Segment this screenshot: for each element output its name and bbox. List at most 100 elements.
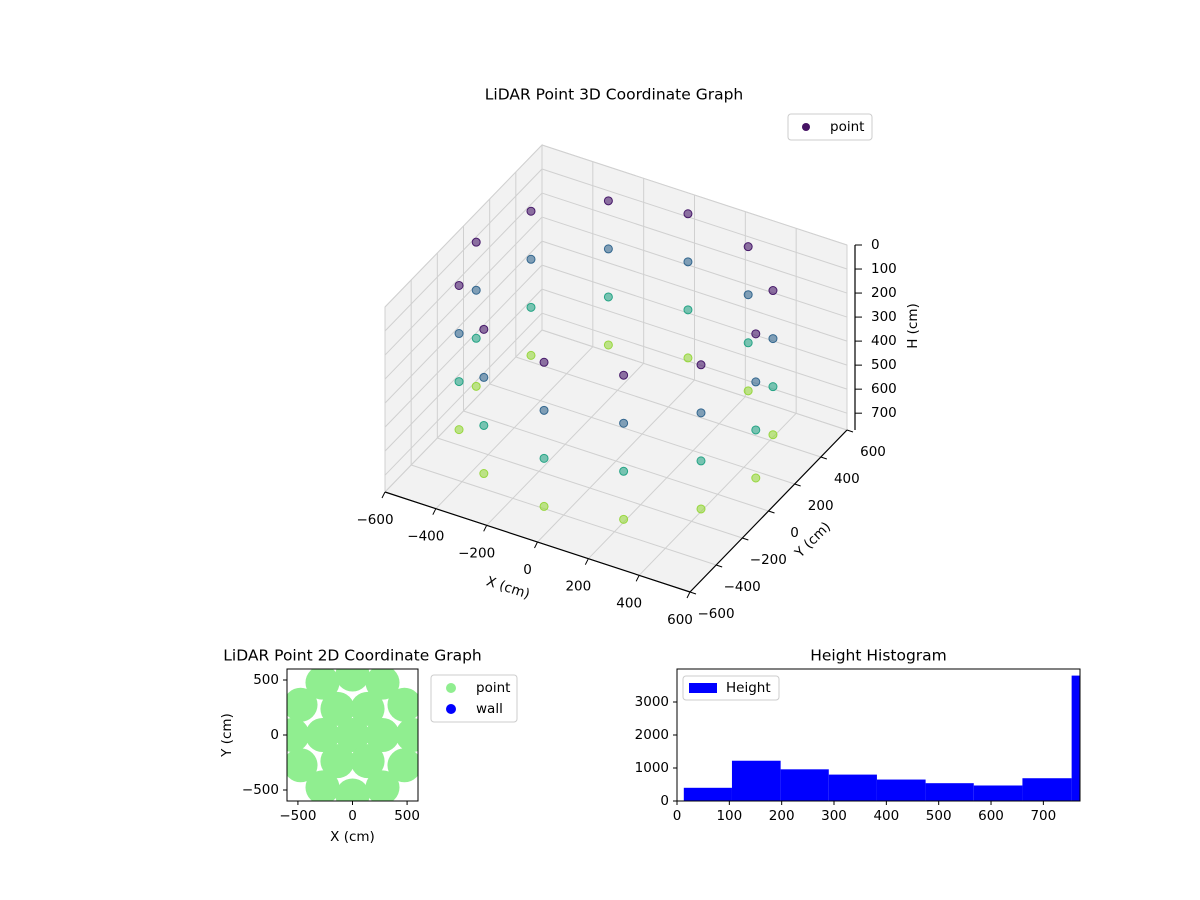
point	[454, 329, 464, 339]
grid-line	[541, 168, 848, 270]
point	[454, 425, 464, 435]
y-tick-label: 0	[790, 525, 799, 541]
grid-line	[541, 216, 848, 318]
plot-area	[287, 669, 418, 801]
x-tick-label: 400	[616, 595, 642, 611]
point	[768, 430, 778, 440]
grid-line	[463, 410, 769, 512]
point	[479, 324, 489, 334]
y-tick-label: −400	[724, 579, 761, 595]
point	[603, 196, 613, 206]
grid-line	[541, 240, 848, 342]
point	[539, 357, 549, 367]
point	[387, 748, 418, 783]
x-tick-label: −500	[279, 808, 316, 824]
y-tick-label: 3000	[635, 694, 669, 710]
grid-line	[384, 192, 543, 356]
point	[350, 744, 385, 779]
grid-line	[411, 464, 717, 566]
axes-frame	[286, 668, 419, 802]
x-tick-label: 500	[394, 808, 420, 824]
grid-line	[384, 216, 543, 380]
legend-label: point	[476, 680, 510, 696]
point	[365, 669, 400, 700]
grid-line	[489, 383, 795, 485]
point	[335, 669, 370, 692]
chart-title: LiDAR Point 3D Coordinate Graph	[485, 86, 743, 104]
point	[539, 501, 549, 511]
bar	[683, 787, 732, 801]
axes-frame	[676, 668, 1081, 802]
point	[471, 381, 481, 391]
point	[387, 687, 418, 722]
grid-line	[384, 168, 543, 332]
point	[603, 292, 613, 302]
z-tick-label: 300	[871, 309, 897, 325]
legend-marker	[446, 683, 456, 693]
point	[751, 473, 761, 483]
point	[526, 350, 536, 360]
point	[539, 405, 549, 415]
z-tick-label: 400	[871, 333, 897, 349]
bar	[876, 779, 926, 801]
point	[683, 257, 693, 267]
y-axis-label: Y (cm)	[219, 713, 235, 758]
point	[619, 370, 629, 380]
y-tick-label: −600	[697, 606, 734, 622]
grid-line	[384, 312, 543, 476]
grid-line	[541, 312, 848, 414]
grid-line	[384, 144, 543, 308]
bar	[925, 783, 974, 801]
plot-area	[683, 675, 1080, 801]
point	[696, 360, 706, 370]
legend-marker	[689, 683, 717, 693]
grid-line	[515, 356, 821, 458]
point	[619, 418, 629, 428]
x-tick-label: 400	[873, 808, 899, 824]
point	[305, 669, 340, 700]
point	[751, 425, 761, 435]
point	[603, 340, 613, 350]
point	[743, 290, 753, 300]
point	[287, 687, 318, 722]
z-tick-label: 0	[871, 237, 880, 253]
point	[768, 382, 778, 392]
point	[603, 244, 613, 254]
point	[683, 353, 693, 363]
tick-mark	[381, 491, 386, 499]
point	[619, 514, 629, 524]
grid-line	[541, 288, 848, 390]
y-tick-label: −500	[242, 782, 279, 798]
legend-label: Height	[726, 680, 771, 696]
point	[539, 453, 549, 463]
tick-mark	[483, 525, 488, 532]
point	[743, 386, 753, 396]
point	[526, 254, 536, 264]
legend-marker	[802, 123, 810, 131]
point	[479, 372, 489, 382]
tick-mark	[820, 456, 827, 460]
legend-box	[787, 113, 873, 141]
x-tick-label: 200	[565, 579, 591, 595]
grid-line	[541, 329, 848, 431]
bar	[780, 769, 829, 801]
x-tick-label: 200	[769, 808, 795, 824]
point	[471, 285, 481, 295]
tick-mark	[584, 558, 589, 565]
y-tick-label: 400	[834, 471, 860, 487]
legend-label: point	[830, 119, 864, 135]
point	[395, 718, 418, 752]
grid-line	[541, 192, 848, 294]
chart-title: LiDAR Point 2D Coordinate Graph	[223, 647, 481, 665]
grid-line	[384, 240, 543, 404]
x-tick-label: 600	[978, 808, 1004, 824]
bar	[973, 785, 1023, 801]
tick-mark	[534, 541, 538, 549]
x-tick-label: 500	[926, 808, 952, 824]
point	[526, 206, 536, 216]
grid-line	[541, 144, 848, 246]
z-tick-label: 200	[871, 285, 897, 301]
y-axis-line	[689, 429, 848, 593]
grid-line	[384, 288, 543, 452]
